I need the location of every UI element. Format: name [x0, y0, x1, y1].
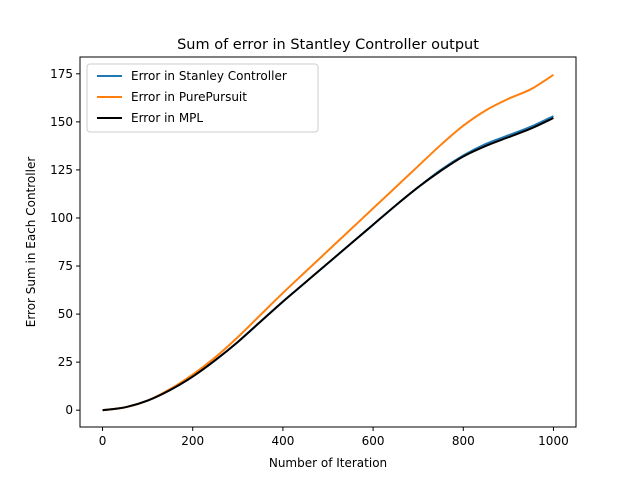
- x-tick-label: 400: [271, 434, 294, 448]
- y-tick-label: 175: [50, 67, 73, 81]
- series-line-2: [102, 73, 554, 412]
- legend: Error in Stanley Controller Error in Pure…: [86, 63, 319, 133]
- y-tick-label: 0: [65, 403, 73, 417]
- x-axis-label: Number of Iteration: [269, 456, 387, 470]
- legend-label: Error in PurePursuit: [131, 90, 247, 104]
- y-tick-label: 125: [50, 163, 73, 177]
- y-tick-label: 75: [58, 259, 73, 273]
- legend-label: Error in MPL: [131, 111, 203, 125]
- x-tick-label: 800: [452, 434, 475, 448]
- y-axis-label: Error Sum in Each Controller: [24, 157, 38, 328]
- x-tick-label: 600: [362, 434, 385, 448]
- series-layer: [102, 73, 554, 412]
- y-tick-label: 50: [58, 307, 73, 321]
- x-tick-label: 1000: [538, 434, 569, 448]
- y-tick-label: 150: [50, 115, 73, 129]
- x-tick-label: 0: [99, 434, 107, 448]
- legend-box: [86, 63, 319, 133]
- series-line-3: [102, 117, 554, 412]
- axes-frame: [79, 56, 577, 428]
- y-tick-label: 25: [58, 355, 73, 369]
- x-tick-label: 200: [181, 434, 204, 448]
- ticks-layer: 0 200 400 600 800 1000 0 25 50 75 100 125 150 175: [50, 67, 569, 448]
- legend-label: Error in Stanley Controller: [131, 69, 287, 83]
- chart-title: Sum of error in Stantley Controller outp…: [177, 37, 479, 53]
- y-tick-label: 100: [50, 211, 73, 225]
